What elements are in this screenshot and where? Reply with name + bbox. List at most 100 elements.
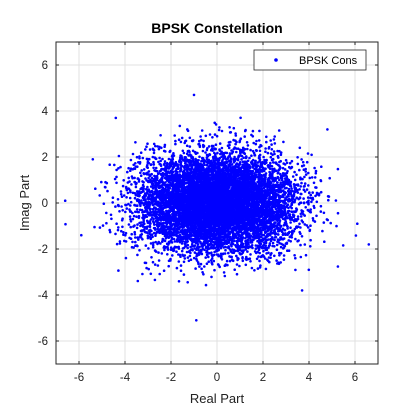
data-point — [183, 254, 187, 257]
data-point — [258, 149, 262, 153]
data-point — [262, 249, 265, 253]
data-point — [251, 135, 255, 138]
data-point — [290, 203, 294, 206]
data-point — [173, 245, 177, 249]
data-point — [273, 152, 276, 156]
data-point — [171, 254, 174, 257]
data-point — [135, 215, 138, 218]
data-point — [248, 156, 251, 160]
data-point — [276, 238, 280, 241]
data-point — [144, 244, 148, 247]
data-point — [183, 242, 187, 246]
data-point — [121, 217, 124, 220]
data-point — [200, 159, 203, 163]
data-point — [233, 155, 236, 159]
data-point — [277, 156, 280, 159]
data-point — [287, 187, 291, 191]
data-point — [310, 153, 313, 157]
data-point — [280, 178, 284, 182]
data-point — [198, 139, 201, 143]
data-point — [138, 155, 141, 158]
data-point — [252, 151, 256, 155]
data-point — [131, 240, 134, 244]
data-point — [153, 169, 157, 172]
data-point — [265, 135, 268, 139]
data-point — [64, 222, 67, 226]
data-point — [119, 193, 123, 196]
data-point — [152, 226, 156, 230]
data-point — [134, 210, 137, 214]
data-point — [294, 256, 297, 260]
data-point — [128, 208, 131, 211]
data-point — [114, 232, 117, 236]
data-point — [277, 129, 281, 132]
data-point — [121, 184, 125, 188]
data-point — [235, 140, 238, 144]
data-point — [189, 258, 193, 262]
data-point — [311, 217, 315, 220]
data-point — [254, 247, 258, 250]
data-point — [174, 139, 177, 143]
data-point — [180, 249, 184, 253]
data-point — [135, 226, 139, 230]
data-point — [129, 190, 132, 194]
data-point — [108, 163, 111, 166]
data-point — [163, 239, 167, 243]
data-point — [267, 251, 270, 255]
data-point — [115, 175, 118, 179]
data-point — [136, 253, 139, 257]
data-point — [279, 245, 283, 249]
data-point — [151, 260, 155, 264]
data-point — [152, 178, 155, 181]
data-point — [218, 156, 221, 160]
data-point — [169, 257, 172, 261]
data-point — [267, 238, 270, 241]
data-point — [234, 132, 237, 135]
data-point — [182, 246, 186, 250]
data-point — [162, 269, 166, 273]
data-point — [228, 259, 232, 263]
data-point — [282, 258, 286, 261]
data-point — [120, 205, 123, 208]
data-point — [115, 168, 118, 172]
data-point — [161, 157, 164, 161]
data-point — [135, 208, 139, 211]
data-point — [286, 249, 289, 252]
data-point — [277, 216, 280, 220]
data-point — [149, 242, 153, 245]
chart-title: BPSK Constellation — [151, 20, 282, 36]
data-point — [120, 229, 123, 233]
data-point — [232, 138, 235, 142]
data-point — [310, 176, 314, 179]
data-point — [157, 259, 161, 262]
data-point — [108, 230, 112, 234]
data-point — [250, 154, 253, 157]
data-point — [210, 144, 214, 148]
data-point — [136, 236, 139, 239]
data-point — [317, 192, 321, 195]
data-point — [234, 134, 238, 137]
data-point — [177, 138, 181, 141]
data-point — [186, 256, 190, 259]
data-point — [309, 224, 312, 227]
data-point — [282, 140, 285, 144]
data-point — [227, 241, 230, 244]
data-point — [143, 261, 147, 265]
data-point — [285, 224, 289, 227]
data-point — [127, 202, 130, 206]
data-point — [120, 195, 124, 198]
data-point — [319, 190, 323, 194]
data-point — [191, 248, 194, 252]
data-point — [159, 134, 162, 137]
data-point — [273, 135, 277, 138]
data-point — [137, 180, 141, 183]
data-point — [288, 161, 292, 165]
data-point — [105, 211, 108, 215]
data-point — [152, 151, 156, 155]
data-point — [155, 178, 158, 181]
data-point — [238, 264, 241, 268]
data-point — [215, 134, 219, 138]
data-point — [278, 227, 282, 231]
data-point — [160, 252, 164, 255]
data-point — [161, 186, 164, 189]
